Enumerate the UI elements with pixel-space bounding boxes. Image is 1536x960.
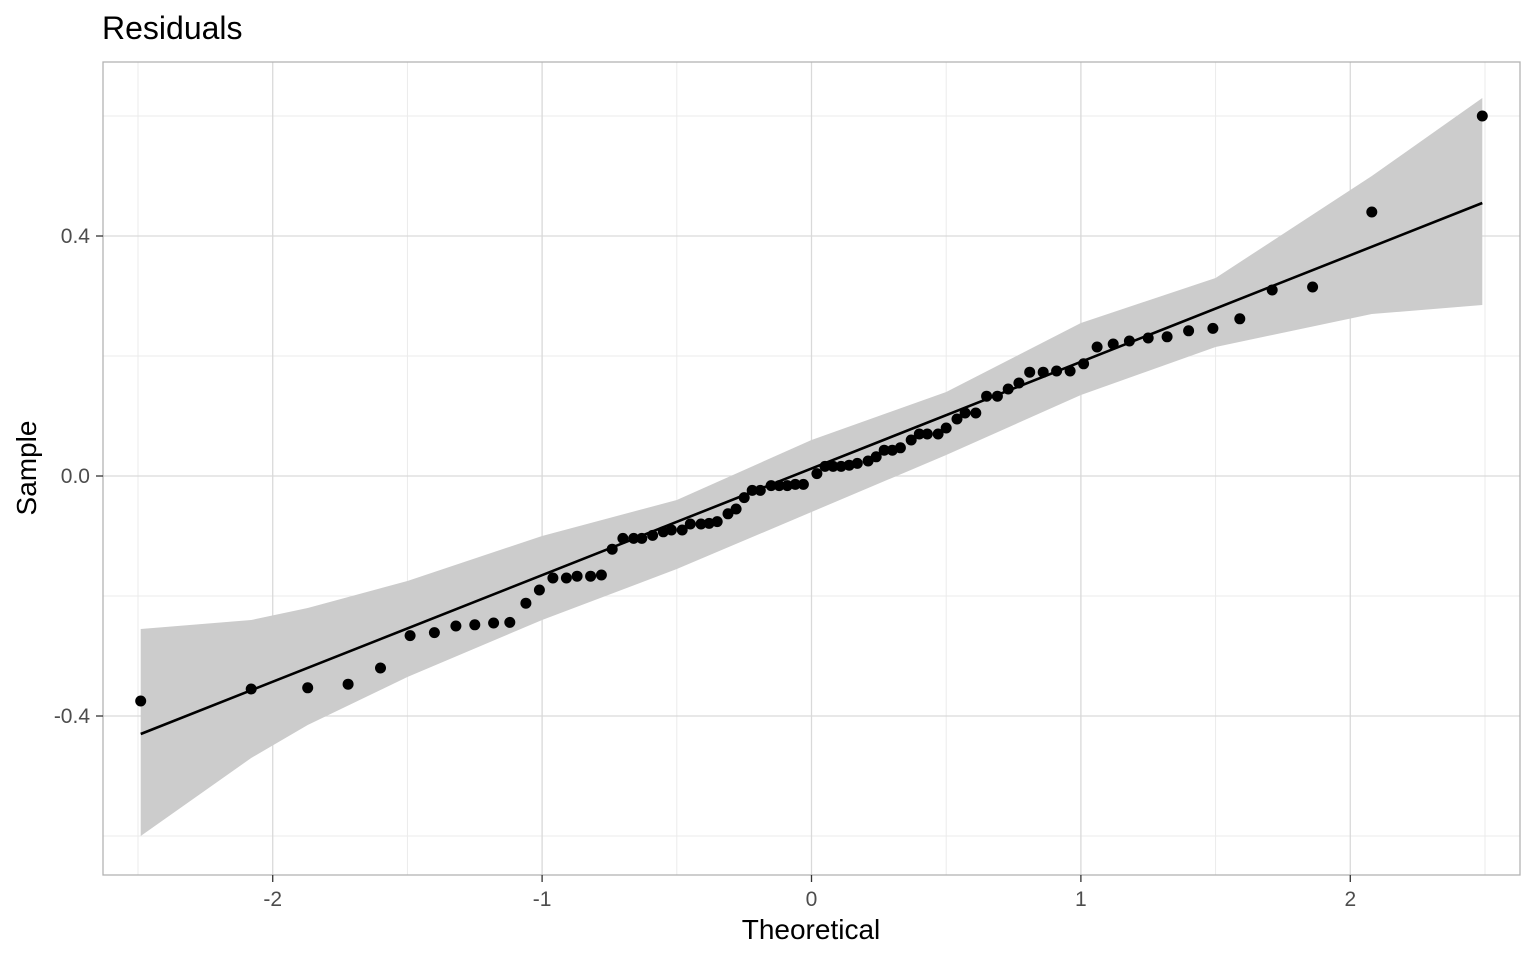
y-tick-label: 0.0: [61, 465, 90, 488]
data-point: [404, 630, 416, 642]
data-point: [951, 413, 963, 425]
data-point: [722, 508, 734, 520]
data-point: [851, 457, 863, 469]
data-point: [1013, 377, 1025, 389]
data-point: [1366, 206, 1378, 218]
data-point: [827, 460, 839, 472]
data-point: [730, 503, 742, 515]
chart-title: Residuals: [102, 10, 243, 46]
y-tick-label: -0.4: [54, 705, 91, 728]
data-point: [1476, 110, 1488, 122]
data-point: [1307, 281, 1319, 293]
x-tick-label: 0: [806, 888, 818, 911]
data-point: [245, 683, 257, 695]
data-point: [991, 390, 1003, 402]
data-point: [1234, 313, 1246, 325]
data-point: [504, 616, 516, 628]
data-point: [428, 627, 440, 639]
x-tick-label: 2: [1344, 888, 1356, 911]
data-point: [302, 682, 314, 694]
data-point: [606, 543, 618, 555]
data-point: [1142, 332, 1154, 344]
data-point: [647, 529, 659, 541]
data-point: [1161, 331, 1173, 343]
x-axis-title: Theoretical: [742, 914, 881, 945]
data-point: [1183, 325, 1195, 337]
data-point: [684, 518, 696, 530]
data-point: [746, 484, 758, 496]
data-point: [921, 428, 933, 440]
data-point: [1051, 365, 1063, 377]
data-point: [547, 572, 559, 584]
data-point: [1266, 284, 1278, 296]
data-point: [617, 532, 629, 544]
sample-points: [135, 110, 1488, 707]
data-point: [862, 455, 874, 467]
data-point: [811, 468, 823, 480]
data-point: [1123, 335, 1135, 347]
data-point: [636, 532, 648, 544]
confidence-band: [140, 98, 1483, 836]
x-axis-ticks: -2 -1 0 1 2: [263, 875, 1356, 911]
data-point: [676, 524, 688, 536]
y-tick-label: 0.4: [61, 225, 91, 248]
y-axis-title: Sample: [11, 421, 42, 516]
data-point: [959, 407, 971, 419]
data-point: [560, 572, 572, 584]
data-point: [628, 532, 640, 544]
data-point: [789, 478, 801, 490]
data-point: [905, 434, 917, 446]
data-point: [375, 662, 386, 674]
data-point: [695, 518, 707, 530]
data-point: [797, 478, 809, 490]
data-point: [571, 570, 583, 582]
data-point: [533, 584, 545, 596]
data-point: [738, 492, 750, 504]
data-point: [1207, 322, 1219, 334]
data-point: [913, 428, 925, 440]
data-point: [765, 480, 777, 492]
data-point: [835, 460, 847, 472]
data-point: [773, 480, 785, 492]
reference-line: [140, 201, 1483, 736]
data-point: [1064, 365, 1076, 377]
x-tick-label: -2: [263, 888, 282, 911]
data-point: [1002, 383, 1014, 395]
data-point: [878, 444, 890, 456]
data-point: [469, 619, 481, 631]
data-point: [932, 428, 944, 440]
data-point: [1037, 366, 1049, 378]
data-point: [970, 407, 982, 419]
data-point: [488, 617, 500, 629]
data-point: [870, 451, 882, 463]
confidence-band-area: [140, 98, 1483, 836]
data-point: [940, 422, 952, 434]
data-point: [585, 570, 597, 582]
data-point: [450, 620, 462, 632]
data-point: [1024, 366, 1036, 378]
data-point: [819, 460, 831, 472]
data-point: [894, 442, 906, 454]
data-point: [520, 597, 532, 609]
data-point: [1107, 338, 1119, 350]
qq-line: [140, 201, 1483, 736]
data-point: [711, 516, 723, 528]
data-point: [1078, 358, 1090, 370]
data-point: [1091, 341, 1103, 353]
data-point: [981, 390, 993, 402]
data-point: [754, 484, 766, 496]
y-axis-ticks: -0.4 0.0 0.4: [54, 225, 103, 728]
x-tick-label: -1: [533, 888, 552, 911]
x-tick-label: 1: [1075, 888, 1087, 911]
data-point: [342, 678, 354, 690]
data-point: [665, 524, 677, 536]
data-point: [135, 695, 147, 707]
data-point: [595, 569, 607, 581]
